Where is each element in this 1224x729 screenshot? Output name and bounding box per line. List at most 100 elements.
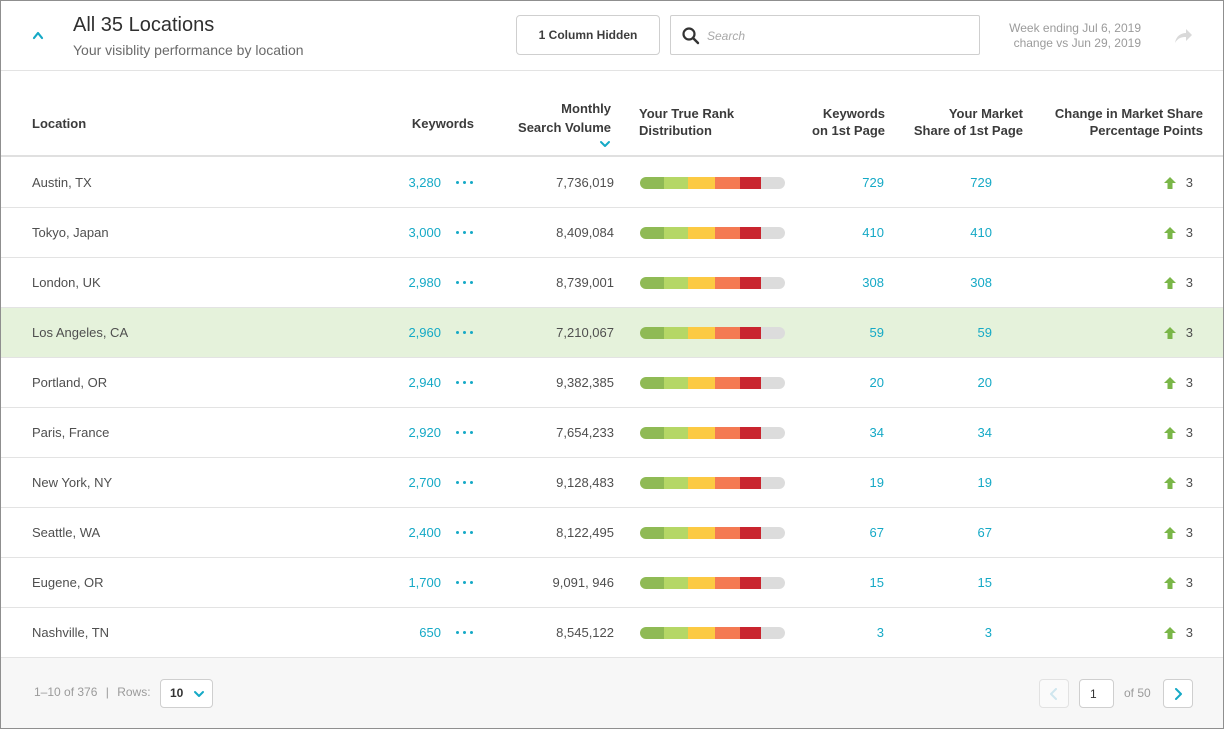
first-page-keywords-link[interactable]: 410	[862, 225, 884, 240]
dot	[456, 381, 459, 384]
more-dots-icon[interactable]	[456, 281, 474, 285]
rank-distribution-segment	[715, 277, 740, 289]
more-dots-icon[interactable]	[456, 431, 474, 435]
keywords-link[interactable]: 2,400	[408, 525, 441, 540]
market-share-link[interactable]: 15	[977, 575, 992, 590]
table-row[interactable]: New York, NY 2,700 9,128,483 19 19 3	[1, 458, 1223, 508]
dot	[463, 281, 466, 284]
week-ending-label: Week ending Jul 6, 2019	[1009, 21, 1141, 35]
market-share-link[interactable]: 19	[977, 475, 992, 490]
keywords-link[interactable]: 3,000	[408, 225, 441, 240]
more-dots-icon[interactable]	[456, 531, 474, 535]
page-number-input[interactable]	[1079, 679, 1114, 708]
rank-distribution-segment	[688, 627, 715, 639]
search-volume-cell: 9,128,483	[556, 475, 614, 490]
rank-distribution-segment	[640, 227, 664, 239]
rank-distribution-segment	[761, 227, 785, 239]
column-header-change[interactable]: Change in Market Share Percentage Points	[1055, 105, 1203, 139]
column-header-location[interactable]: Location	[32, 116, 87, 131]
location-cell: Paris, France	[32, 425, 110, 440]
first-page-keywords-link[interactable]: 67	[869, 525, 884, 540]
hidden-columns-button[interactable]: 1 Column Hidden	[516, 15, 660, 55]
rows-per-page-select[interactable]: 10	[160, 679, 213, 708]
rank-distribution-segment	[715, 227, 740, 239]
keywords-link[interactable]: 3,280	[408, 175, 441, 190]
keywords-link[interactable]: 2,940	[408, 375, 441, 390]
more-dots-icon[interactable]	[456, 381, 474, 385]
market-share-link[interactable]: 59	[977, 325, 992, 340]
chevron-left-icon	[1050, 688, 1057, 700]
chevron-down-icon[interactable]	[599, 140, 611, 148]
next-page-button[interactable]	[1163, 679, 1193, 708]
rank-distribution-segment	[664, 377, 688, 389]
rank-distribution-segment	[715, 627, 740, 639]
table-row[interactable]: Austin, TX 3,280 7,736,019 729 729 3	[1, 158, 1223, 208]
first-page-keywords-link[interactable]: 59	[869, 325, 884, 340]
dot	[470, 331, 473, 334]
first-page-keywords-link[interactable]: 34	[869, 425, 884, 440]
more-dots-icon[interactable]	[456, 231, 474, 235]
first-page-keywords-link[interactable]: 19	[869, 475, 884, 490]
rank-distribution-segment	[715, 577, 740, 589]
search-volume-cell: 8,739,001	[556, 275, 614, 290]
dot	[456, 331, 459, 334]
table-row[interactable]: Seattle, WA 2,400 8,122,495 67 67 3	[1, 508, 1223, 558]
arrow-up-icon	[1164, 377, 1176, 389]
column-header-volume[interactable]: Monthly Search Volume	[518, 99, 611, 137]
more-dots-icon[interactable]	[456, 481, 474, 485]
column-header-keywords[interactable]: Keywords	[411, 116, 474, 131]
market-share-change-cell: 3	[1185, 175, 1193, 190]
rank-distribution-segment	[715, 527, 740, 539]
dot	[470, 381, 473, 384]
keywords-link[interactable]: 2,960	[408, 325, 441, 340]
first-page-keywords-link[interactable]: 15	[869, 575, 884, 590]
market-share-link[interactable]: 308	[970, 275, 992, 290]
first-page-keywords-link[interactable]: 729	[862, 175, 884, 190]
keywords-link[interactable]: 2,700	[408, 475, 441, 490]
search-volume-cell: 7,210,067	[556, 325, 614, 340]
dot	[456, 181, 459, 184]
search-box	[670, 15, 980, 55]
market-share-link[interactable]: 410	[970, 225, 992, 240]
arrow-up-icon	[1164, 427, 1176, 439]
table-row[interactable]: Portland, OR 2,940 9,382,385 20 20 3	[1, 358, 1223, 408]
market-share-link[interactable]: 729	[970, 175, 992, 190]
keywords-link[interactable]: 1,700	[408, 575, 441, 590]
table-row[interactable]: Eugene, OR 1,700 9,091, 946 15 15 3	[1, 558, 1223, 608]
table-row[interactable]: Nashville, TN 650 8,545,122 3 3 3	[1, 608, 1223, 658]
search-input[interactable]	[707, 25, 967, 47]
market-share-link[interactable]: 34	[977, 425, 992, 440]
table-row[interactable]: London, UK 2,980 8,739,001 308 308 3	[1, 258, 1223, 308]
keywords-link[interactable]: 2,920	[408, 425, 441, 440]
rank-distribution-segment	[688, 477, 715, 489]
market-share-link[interactable]: 3	[984, 625, 992, 640]
rank-distribution-segment	[740, 177, 761, 189]
first-page-keywords-link[interactable]: 308	[862, 275, 884, 290]
column-header-first-page[interactable]: Keywords on 1st Page	[812, 105, 885, 139]
chevron-up-icon[interactable]	[27, 25, 49, 45]
location-cell: Eugene, OR	[32, 575, 104, 590]
more-dots-icon[interactable]	[456, 631, 474, 635]
search-icon	[682, 27, 700, 45]
table-row[interactable]: Paris, France 2,920 7,654,233 34 34 3	[1, 408, 1223, 458]
first-page-keywords-link[interactable]: 20	[869, 375, 884, 390]
prev-page-button[interactable]	[1039, 679, 1069, 708]
rows-per-page-value: 10	[170, 686, 184, 700]
keywords-link[interactable]: 2,980	[408, 275, 441, 290]
market-share-link[interactable]: 20	[977, 375, 992, 390]
rank-distribution-segment	[715, 327, 740, 339]
more-dots-icon[interactable]	[456, 581, 474, 585]
keywords-link[interactable]: 650	[419, 625, 441, 640]
column-header-market-share[interactable]: Your Market Share of 1st Page	[914, 105, 1023, 139]
first-page-keywords-link[interactable]: 3	[876, 625, 884, 640]
table-row[interactable]: Los Angeles, CA 2,960 7,210,067 59 59 3	[1, 308, 1223, 358]
share-arrow-icon[interactable]	[1172, 26, 1194, 46]
market-share-change-cell: 3	[1185, 225, 1193, 240]
market-share-link[interactable]: 67	[977, 525, 992, 540]
more-dots-icon[interactable]	[456, 331, 474, 335]
column-header-distribution[interactable]: Your True Rank Distribution	[639, 105, 734, 139]
column-header-change-line1: Change in Market Share	[1054, 106, 1203, 121]
more-dots-icon[interactable]	[456, 181, 474, 185]
market-share-change-cell: 3	[1185, 475, 1193, 490]
